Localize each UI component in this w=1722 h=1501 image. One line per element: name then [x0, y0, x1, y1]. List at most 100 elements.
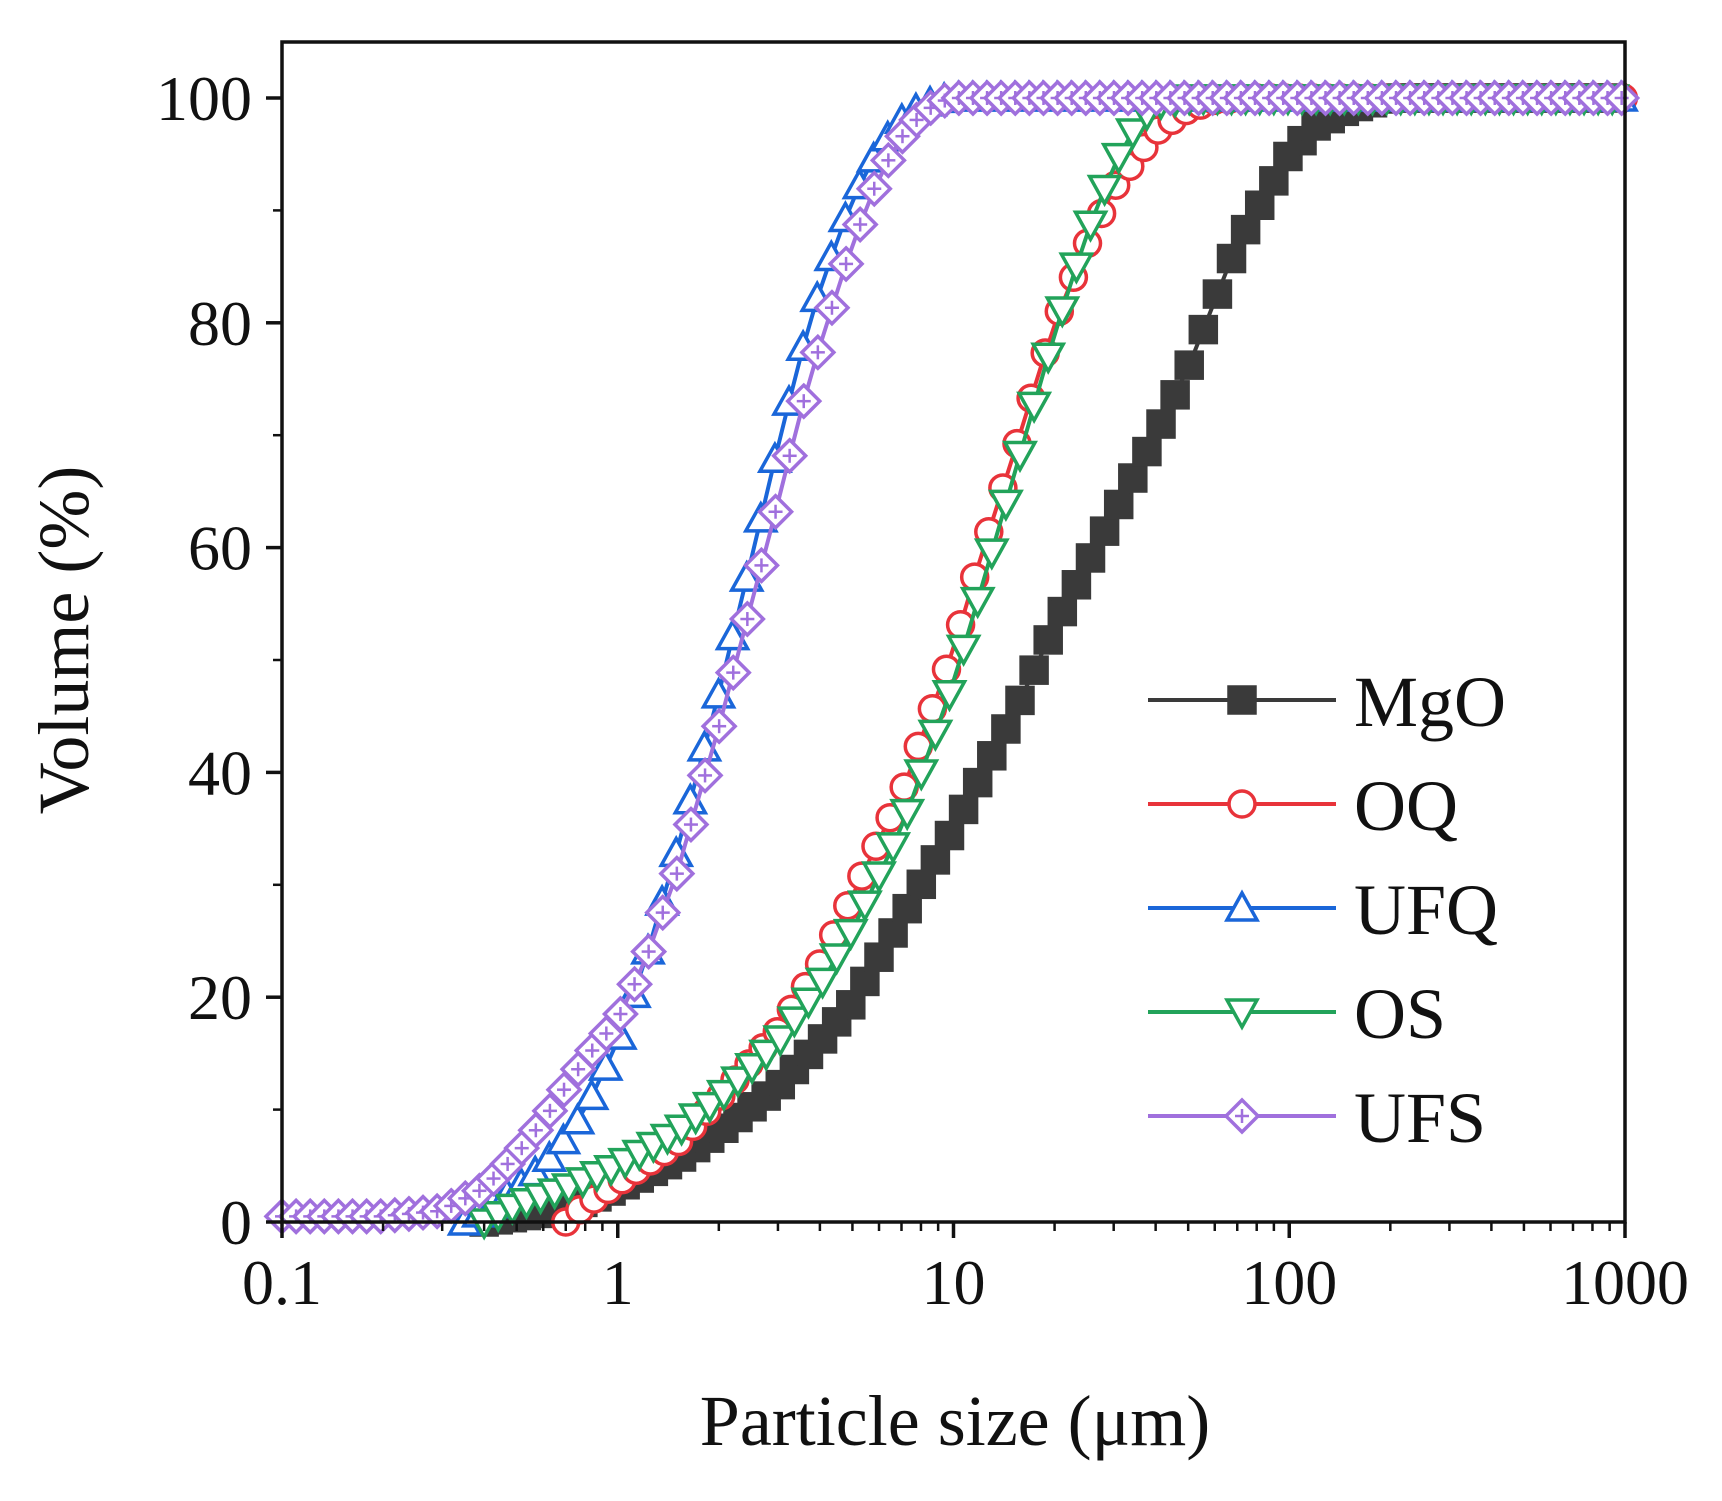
legend-marker — [1224, 889, 1260, 922]
data-point — [1188, 314, 1219, 345]
y-tick-label: 100 — [156, 63, 252, 134]
data-point — [1216, 243, 1247, 274]
data-point — [906, 869, 937, 900]
data-point — [818, 943, 855, 976]
x-axis-title: Particle size (μm) — [700, 1381, 1210, 1461]
data-point — [748, 1039, 785, 1072]
data-point — [776, 1006, 813, 1039]
data-point — [714, 654, 752, 692]
data-point — [1103, 489, 1134, 520]
data-point — [1132, 436, 1162, 467]
data-point — [545, 1122, 582, 1155]
legend-item: MgO — [1148, 662, 1506, 742]
series-line — [564, 96, 1624, 1224]
legend-label: UFQ — [1354, 870, 1498, 950]
data-point — [832, 918, 869, 952]
data-point — [762, 1025, 799, 1058]
data-point — [1100, 142, 1137, 176]
data-point — [734, 1053, 771, 1086]
data-point — [1202, 279, 1233, 309]
x-tick-label: 10 — [922, 1247, 986, 1318]
data-point — [799, 333, 837, 371]
data-point — [771, 437, 809, 475]
data-point — [1086, 174, 1123, 208]
legend-item: OQ — [1148, 766, 1458, 846]
data-point — [644, 894, 682, 932]
data-point — [931, 679, 968, 713]
legend-label: MgO — [1354, 662, 1506, 742]
data-point — [1002, 440, 1038, 474]
data-point — [601, 995, 639, 1033]
x-tick-label: 100 — [1241, 1247, 1337, 1318]
x-tick-label: 0.1 — [242, 1247, 322, 1318]
data-point — [700, 707, 738, 745]
data-point — [846, 890, 883, 923]
data-point — [531, 1139, 568, 1173]
legend-label: OQ — [1354, 766, 1458, 846]
data-point — [728, 600, 766, 638]
data-point — [1061, 570, 1092, 600]
data-point — [827, 245, 865, 283]
data-point — [987, 489, 1024, 522]
y-axis-title: Volume (%) — [24, 466, 104, 815]
data-point — [917, 719, 954, 752]
y-tick-label: 40 — [188, 737, 252, 808]
data-point — [503, 1129, 541, 1167]
legend-marker — [1224, 998, 1260, 1031]
x-tick-label: 1000 — [1561, 1247, 1689, 1318]
y-tick-label: 80 — [188, 288, 252, 359]
data-point — [1174, 350, 1204, 380]
data-point — [757, 493, 795, 531]
data-point — [742, 546, 780, 584]
data-point — [973, 538, 1010, 571]
data-point — [813, 289, 851, 327]
legend-item: OS — [1148, 974, 1446, 1054]
data-point — [1114, 118, 1151, 151]
data-point — [1259, 166, 1289, 196]
legend-marker — [1223, 1097, 1261, 1135]
data-point — [1033, 625, 1063, 655]
data-point — [545, 1071, 583, 1109]
data-point — [630, 933, 668, 971]
data-point — [959, 586, 996, 620]
data-point — [850, 966, 880, 997]
legend-item: UFQ — [1148, 870, 1498, 950]
data-point — [1075, 543, 1106, 573]
legend-marker — [1227, 789, 1257, 819]
data-point — [864, 942, 894, 972]
data-point — [948, 794, 979, 825]
data-point — [616, 965, 654, 1003]
data-point — [705, 1079, 742, 1113]
data-point — [977, 741, 1007, 771]
data-point — [1030, 342, 1067, 375]
data-point — [1016, 391, 1053, 424]
data-point — [1603, 79, 1641, 117]
data-point — [1005, 685, 1035, 716]
data-point — [573, 1077, 610, 1111]
y-tick-label: 20 — [188, 962, 252, 1033]
data-point — [934, 820, 965, 851]
data-point — [587, 1048, 624, 1081]
data-point — [841, 206, 879, 243]
data-point — [1058, 252, 1095, 285]
data-point — [719, 1066, 756, 1099]
data-point — [889, 798, 926, 832]
data-point — [1072, 210, 1109, 243]
legend-label: UFS — [1354, 1078, 1486, 1158]
data-point — [1230, 214, 1261, 245]
legend: MgO OQ UFQ OS UFS — [1148, 662, 1506, 1158]
data-point — [892, 893, 922, 924]
data-point — [1089, 516, 1120, 546]
data-point — [785, 382, 823, 420]
series-oq — [550, 83, 1639, 1237]
data-point — [861, 861, 897, 894]
data-point — [869, 141, 907, 179]
data-point — [1044, 296, 1081, 329]
data-point — [686, 756, 724, 794]
data-point — [531, 1092, 569, 1130]
series-ufs — [263, 79, 1641, 1235]
y-tick-label: 0 — [220, 1187, 252, 1258]
legend-marker — [1227, 685, 1257, 715]
data-point — [728, 559, 765, 592]
